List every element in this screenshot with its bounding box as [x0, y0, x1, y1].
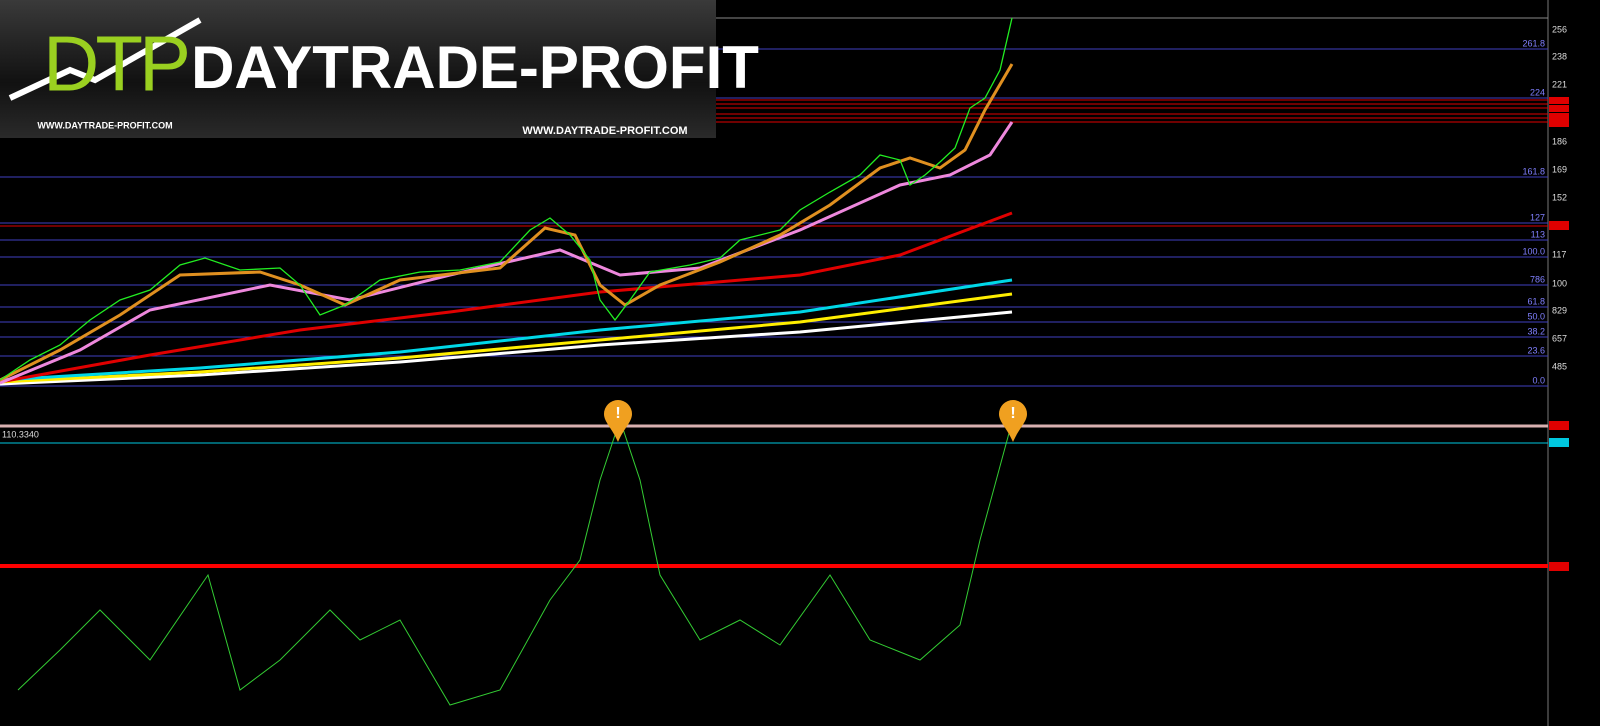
logo-arrow	[8, 17, 202, 101]
alert-pins	[604, 400, 1027, 442]
fib-label: 38.2	[1527, 326, 1545, 336]
logo-title: DAYTRADE-PROFIT	[191, 34, 759, 101]
fib-label: 224	[1530, 87, 1545, 97]
price	[0, 17, 1013, 381]
fib-label: 127	[1530, 212, 1545, 222]
price-axis-label: 485	[1552, 361, 1567, 371]
svg-text:!: !	[615, 405, 620, 422]
fib-label: 0.0	[1532, 375, 1545, 385]
price-axis-label: 221	[1552, 79, 1567, 89]
indicator-value: 110.3340	[2, 429, 39, 439]
fib-label: 161.8	[1522, 166, 1545, 176]
ma-red	[0, 211, 1013, 384]
fib-label: 113	[1531, 229, 1545, 239]
price-axis-label: 100	[1552, 278, 1567, 288]
price-axis-label: 256	[1552, 24, 1567, 34]
fib-levels: 261.8 224 161.8 127 113 100.0 786 61.8 50.0 38.2 2…	[0, 38, 1548, 387]
fib-label: 786	[1530, 274, 1545, 284]
price-axis-label: 169	[1552, 164, 1567, 174]
axis-tags	[1549, 97, 1569, 571]
ma-yellow	[0, 292, 1013, 384]
oscillator	[17, 418, 1013, 706]
ma-white	[0, 310, 1013, 386]
logo-url: WWW.DAYTRADE-PROFIT.COM	[522, 125, 687, 137]
price-axis-label: 238	[1552, 51, 1567, 61]
ma-pink	[0, 121, 1014, 385]
logo-mark: DTP	[43, 20, 187, 108]
fib-label: 23.6	[1527, 345, 1545, 355]
fib-label: 100.0	[1522, 246, 1545, 256]
price-axis-label: 186	[1552, 136, 1567, 146]
logo-url: WWW.DAYTRADE-PROFIT.COM	[37, 120, 172, 130]
svg-text:!: !	[1010, 405, 1015, 422]
price-axis-label: 657	[1552, 333, 1567, 343]
price-axis-label: 829	[1552, 305, 1567, 315]
price-axis-label: 117	[1552, 249, 1566, 259]
fib-label: 50.0	[1527, 311, 1545, 321]
fib-label: 261.8	[1522, 38, 1545, 48]
price-axis: 256 238 221 186 169 152 117 100 829 657 485	[1552, 24, 1567, 371]
price-axis-label: 152	[1552, 192, 1567, 202]
ma-cyan	[0, 278, 1013, 382]
ma-orange	[0, 63, 1014, 382]
fib-label: 61.8	[1527, 296, 1545, 306]
